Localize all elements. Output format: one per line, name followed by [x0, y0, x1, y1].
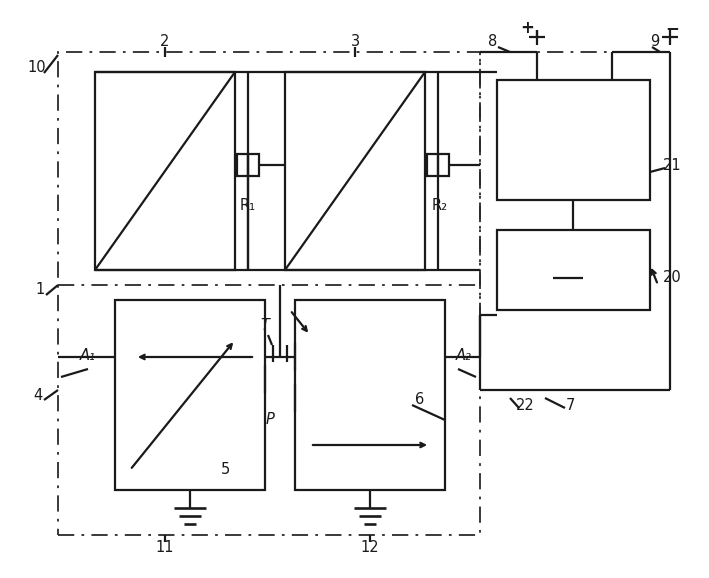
Bar [497, 80, 650, 200]
Text: 11: 11 [156, 540, 174, 555]
Text: 3: 3 [350, 35, 359, 50]
Bar [480, 52, 670, 390]
Text: 12: 12 [361, 540, 379, 555]
Text: +: + [520, 19, 534, 37]
Text: R₂: R₂ [432, 198, 448, 213]
Text: T: T [261, 317, 269, 332]
Text: 21: 21 [663, 157, 681, 172]
Bar [427, 154, 449, 176]
Bar [58, 52, 480, 535]
Text: 1: 1 [35, 283, 45, 298]
Text: 6: 6 [415, 392, 425, 407]
Text: P: P [266, 413, 274, 428]
Text: 2: 2 [160, 35, 169, 50]
Bar [295, 300, 445, 490]
Bar [115, 300, 265, 490]
Text: R₁: R₁ [240, 198, 256, 213]
Text: A₂: A₂ [456, 347, 472, 362]
Text: 22: 22 [515, 398, 535, 413]
Text: 5: 5 [220, 462, 230, 477]
Text: 20: 20 [663, 271, 681, 286]
Bar [497, 230, 650, 310]
Text: 8: 8 [489, 35, 498, 50]
Bar [285, 72, 425, 270]
Text: 4: 4 [33, 387, 43, 402]
Text: 7: 7 [565, 398, 575, 413]
Bar [237, 154, 259, 176]
Bar [95, 72, 235, 270]
Text: A₁: A₁ [80, 347, 96, 362]
Text: 9: 9 [650, 35, 659, 50]
Text: 10: 10 [28, 61, 46, 76]
Text: −: − [665, 19, 679, 37]
